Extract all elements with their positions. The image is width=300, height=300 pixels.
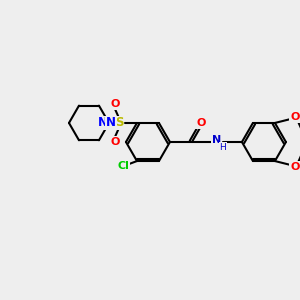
Text: O: O: [196, 118, 206, 128]
Text: O: O: [110, 99, 120, 109]
Text: N: N: [212, 135, 222, 145]
Text: O: O: [110, 137, 120, 147]
Text: Cl: Cl: [117, 161, 129, 171]
Text: N: N: [98, 116, 108, 130]
Text: S: S: [115, 116, 123, 130]
Text: N: N: [106, 116, 116, 130]
Text: H: H: [220, 142, 226, 152]
Text: O: O: [290, 112, 300, 122]
Text: O: O: [290, 162, 300, 172]
